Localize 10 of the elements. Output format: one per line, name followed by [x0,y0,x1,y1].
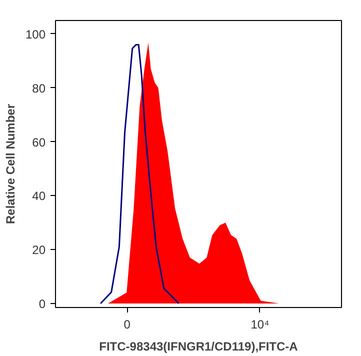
x-axis-title: FITC-98343(IFNGR1/CD119),FITC-A [99,340,298,354]
y-tick-label: 100 [25,27,46,42]
x-tick-label: 10⁴ [250,318,270,332]
y-tick-label: 40 [32,189,46,204]
y-tick-label: 80 [32,81,46,96]
y-tick-label: 20 [32,243,46,258]
line-series [100,44,180,304]
y-axis-title: Relative Cell Number [3,104,18,224]
y-tick-label: 60 [32,135,46,150]
y-tick-label: 0 [38,296,46,311]
